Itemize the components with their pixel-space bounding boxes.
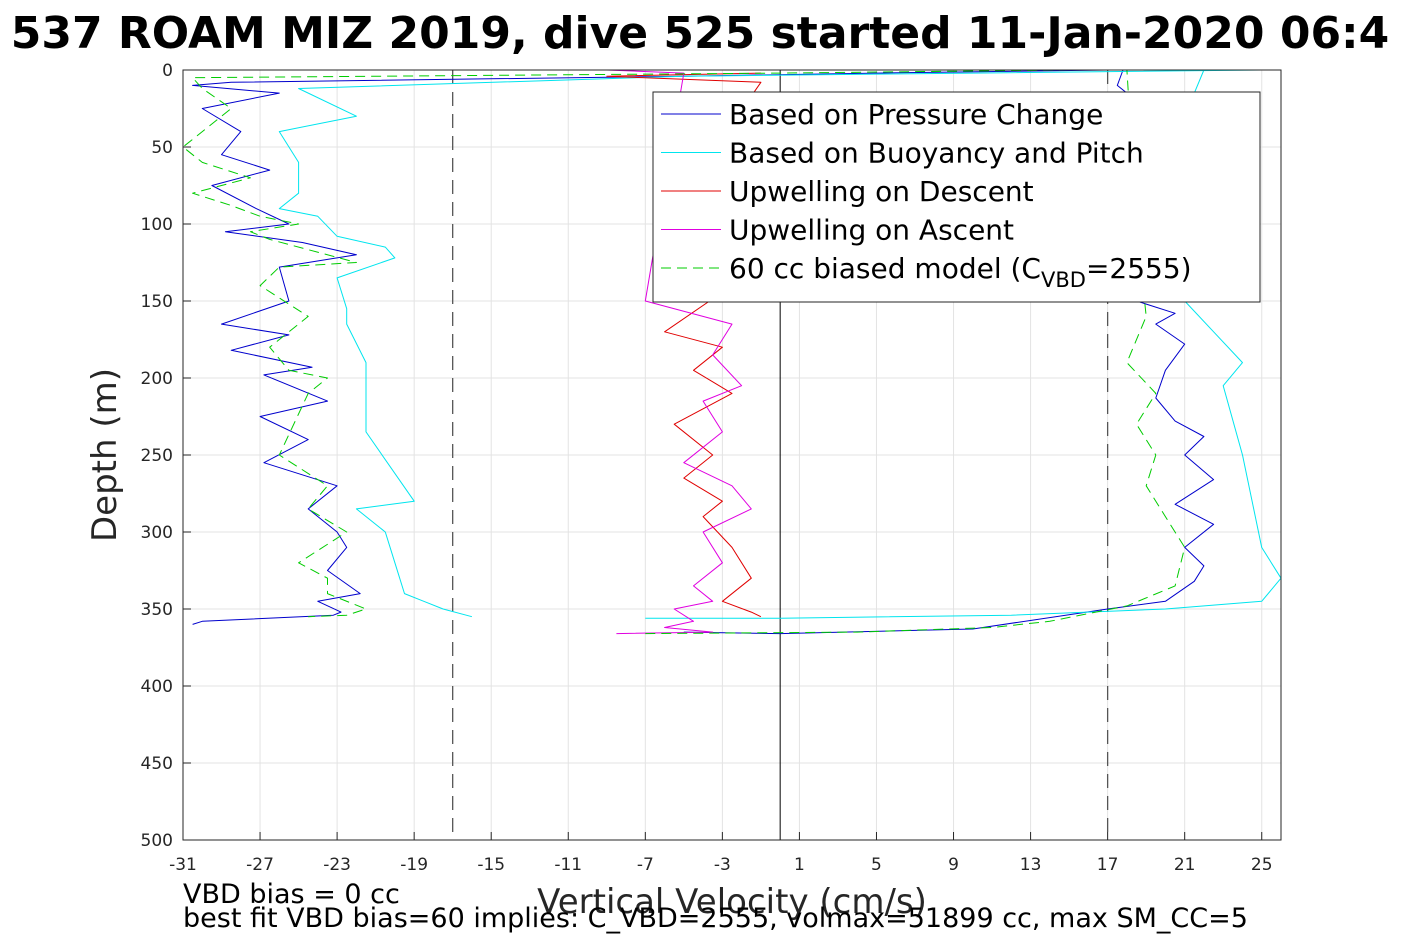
y-tick-label: 400	[141, 677, 173, 697]
series-line-6	[182, 69, 1070, 618]
series-line-7	[645, 69, 1186, 635]
y-tick-label: 100	[141, 215, 173, 235]
footer-best-fit: best fit VBD bias=60 implies: C_VBD=2555…	[183, 903, 1248, 934]
x-tick-label: 21	[1174, 855, 1196, 875]
x-tick-label: -27	[246, 855, 274, 875]
x-axis-label: Vertical Velocity (cm/s)	[537, 882, 927, 922]
legend: Based on Pressure Change Based on Buoyanc…	[652, 91, 1261, 303]
x-tick-label: -15	[477, 855, 505, 875]
legend-label: Based on Pressure Change	[729, 98, 1103, 131]
y-tick-label: 250	[141, 446, 173, 466]
y-axis: 0 50 100 150 200 250 300 350 400 450 500	[141, 61, 191, 851]
y-tick-label: 0	[162, 61, 173, 81]
x-tick-label: -3	[714, 855, 731, 875]
legend-label: Based on Buoyancy and Pitch	[729, 137, 1144, 170]
y-tick-label: 300	[141, 523, 173, 543]
legend-subscript: VBD	[1041, 268, 1086, 292]
x-axis: -31 -27 -23 -19 -15 -11 -7 -3 1 5 9 13 17 21 25	[169, 832, 1273, 875]
series-line-2	[278, 69, 1262, 618]
x-tick-label: -11	[554, 855, 582, 875]
chart-title: 537 ROAM MIZ 2019, dive 525 started 11-J…	[11, 8, 1390, 59]
x-tick-label: -19	[400, 855, 428, 875]
x-tick-label: 13	[1020, 855, 1042, 875]
series-line-5	[606, 69, 752, 635]
x-tick-label: 5	[871, 855, 882, 875]
footer-vbd-bias: VBD bias = 0 cc	[183, 879, 400, 910]
legend-suffix: =2555)	[1086, 252, 1192, 285]
series-line-0	[192, 69, 1108, 625]
y-axis-label: Depth (m)	[85, 368, 125, 542]
y-tick-label: 200	[141, 369, 173, 389]
x-tick-label: -31	[169, 855, 197, 875]
y-tick-label: 500	[141, 831, 173, 851]
legend-box	[652, 91, 1261, 303]
legend-label: Upwelling on Descent	[729, 175, 1034, 208]
x-tick-label: 9	[948, 855, 959, 875]
x-tick-label: -23	[323, 855, 351, 875]
x-tick-label: 25	[1251, 855, 1273, 875]
y-tick-label: 50	[151, 138, 173, 158]
y-tick-label: 450	[141, 754, 173, 774]
legend-label: Upwelling on Ascent	[729, 214, 1014, 247]
y-tick-label: 150	[141, 292, 173, 312]
y-tick-label: 350	[141, 600, 173, 620]
x-tick-label: 1	[794, 855, 805, 875]
x-tick-label: -7	[637, 855, 654, 875]
x-tick-label: 17	[1097, 855, 1119, 875]
